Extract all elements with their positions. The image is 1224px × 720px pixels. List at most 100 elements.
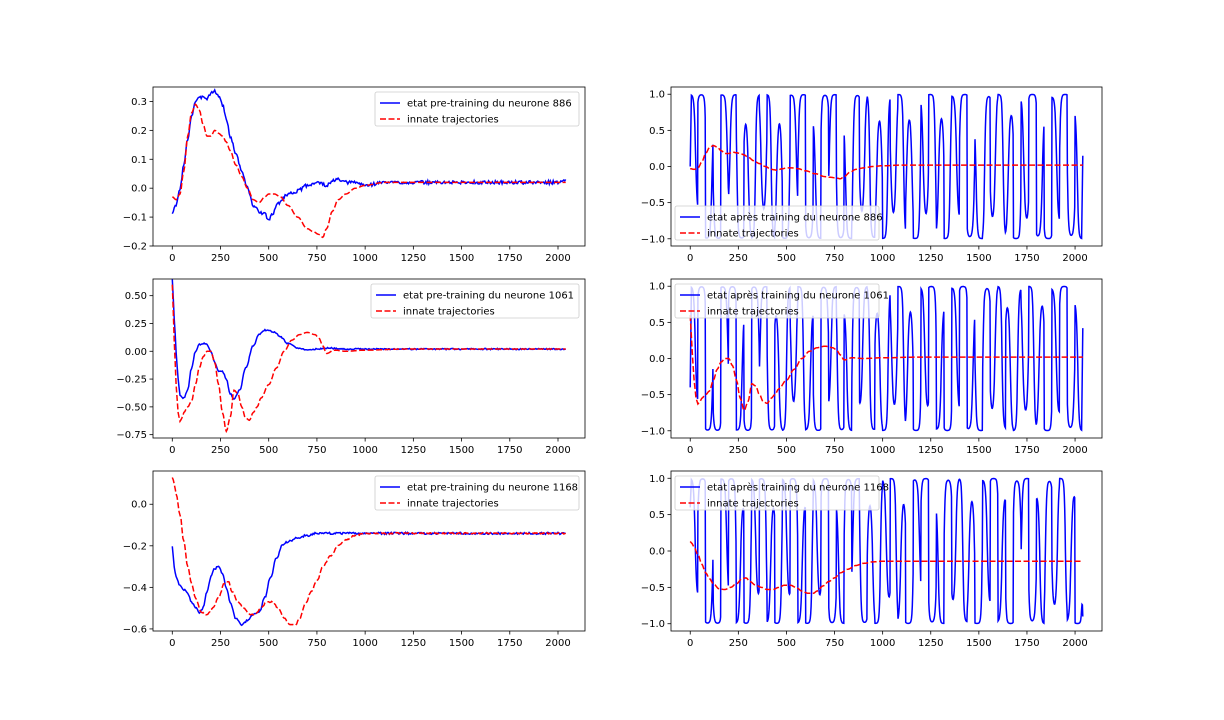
y-tick-label: −0.75 xyxy=(116,430,147,441)
x-tick-label: 0 xyxy=(687,638,693,649)
y-tick-label: 0.0 xyxy=(131,184,147,195)
x-tick-label: 1750 xyxy=(497,253,522,264)
axes-frame xyxy=(152,470,586,632)
x-tick-label: 500 xyxy=(777,253,796,264)
x-tick-label: 1250 xyxy=(401,253,426,264)
x-tick-label: 1000 xyxy=(352,638,377,649)
x-tick-label: 1750 xyxy=(1014,253,1039,264)
x-tick-label: 1250 xyxy=(918,253,943,264)
x-tick-label: 750 xyxy=(825,445,844,456)
y-tick-label: 0.1 xyxy=(131,155,147,166)
series-line-neuron-state xyxy=(689,477,1084,625)
series-line-innate-trajectories xyxy=(689,540,1083,594)
x-tick-label: 1500 xyxy=(966,445,991,456)
x-tick-label: 0 xyxy=(169,445,175,456)
x-tick-label: 500 xyxy=(259,253,278,264)
x-tick-label: 250 xyxy=(211,638,230,649)
x-tick-label: 0 xyxy=(169,253,175,264)
y-tick-label: −0.5 xyxy=(641,390,665,401)
y-tick-label: 0.5 xyxy=(649,126,665,137)
legend-label: innate trajectories xyxy=(707,307,799,318)
legend-label: innate trajectories xyxy=(407,115,499,126)
y-tick-label: −0.2 xyxy=(123,242,147,253)
legend-box xyxy=(374,91,580,127)
y-tick-label: 0.25 xyxy=(125,319,147,330)
x-tick-label: 1500 xyxy=(966,638,991,649)
y-tick-label: −0.6 xyxy=(123,624,147,635)
x-tick-label: 1750 xyxy=(1014,445,1039,456)
x-tick-label: 1500 xyxy=(966,253,991,264)
x-tick-label: 1500 xyxy=(449,445,474,456)
x-tick-label: 0 xyxy=(687,253,693,264)
series-line-innate-trajectories xyxy=(689,315,1083,412)
x-tick-label: 250 xyxy=(211,445,230,456)
x-tick-label: 500 xyxy=(259,445,278,456)
y-tick-label: −0.5 xyxy=(641,198,665,209)
subplot-4: 0 250 500 750 1000 1250 1500 1750 2000 −1.0 −0.5 0.… xyxy=(641,86,1103,264)
legend-label: innate trajectories xyxy=(707,499,799,510)
x-tick-label: 750 xyxy=(825,253,844,264)
legend-label: innate trajectories xyxy=(403,307,495,318)
subplot-2: 0 250 500 750 1000 1250 1500 1750 2000 −0.75 −0.50… xyxy=(116,278,586,456)
y-tick-label: 0.3 xyxy=(131,97,147,108)
x-tick-label: 2000 xyxy=(1062,253,1087,264)
y-tick-label: 0.50 xyxy=(125,291,147,302)
axes-frame xyxy=(152,86,586,247)
legend: etat pre-training du neurone 886 innate t… xyxy=(374,91,580,127)
legend-label: etat après training du neurone 1168 xyxy=(707,482,889,494)
legend-label: etat après training du neurone 1061 xyxy=(707,290,889,302)
y-tick-label: 0.0 xyxy=(649,162,665,173)
legend-label: etat pre-training du neurone 886 xyxy=(407,99,572,110)
y-tick-label: −0.25 xyxy=(116,375,147,386)
x-tick-label: 1750 xyxy=(1014,638,1039,649)
x-tick-label: 1000 xyxy=(352,253,377,264)
y-tick-label: −0.1 xyxy=(123,213,147,224)
legend-label: innate trajectories xyxy=(407,499,499,510)
axes-frame xyxy=(152,278,586,439)
x-tick-label: 2000 xyxy=(545,253,570,264)
x-tick-label: 1000 xyxy=(352,445,377,456)
legend: etat pre-training du neurone 1168 innate … xyxy=(374,475,580,511)
x-tick-label: 0 xyxy=(169,638,175,649)
y-tick-label: 0.0 xyxy=(649,547,665,558)
y-tick-label: −0.5 xyxy=(641,583,665,594)
x-tick-label: 1250 xyxy=(401,445,426,456)
x-tick-label: 250 xyxy=(729,445,748,456)
y-tick-label: 0.0 xyxy=(131,500,147,511)
x-tick-label: 1000 xyxy=(870,638,895,649)
series-line-neuron-state xyxy=(689,93,1084,240)
y-tick-label: −0.50 xyxy=(116,402,147,413)
legend-box xyxy=(374,475,580,511)
y-tick-label: 0.5 xyxy=(649,318,665,329)
legend: etat après training du neurone 1168 innat… xyxy=(674,475,889,511)
subplot-3: 0 250 500 750 1000 1250 1500 1750 2000 −0.6 −0.4 −0… xyxy=(123,470,586,649)
series-line-innate-trajectories xyxy=(172,103,566,239)
x-tick-label: 500 xyxy=(777,638,796,649)
y-tick-label: 1.0 xyxy=(649,282,665,293)
x-tick-label: 2000 xyxy=(1062,445,1087,456)
y-tick-label: 1.0 xyxy=(649,474,665,485)
legend-box xyxy=(674,283,880,319)
x-tick-label: 250 xyxy=(729,253,748,264)
y-tick-label: 0.2 xyxy=(131,126,147,137)
legend-box xyxy=(674,475,880,511)
y-tick-label: 0.0 xyxy=(649,354,665,365)
series-line-innate-trajectories xyxy=(690,144,1083,180)
y-tick-label: 1.0 xyxy=(649,90,665,101)
legend-label: etat pre-training du neurone 1168 xyxy=(407,483,578,494)
series-line-innate-trajectories xyxy=(171,477,566,626)
x-tick-label: 750 xyxy=(307,638,326,649)
x-tick-label: 1500 xyxy=(449,253,474,264)
series-line-innate-trajectories xyxy=(171,284,566,434)
y-tick-label: 0.00 xyxy=(125,347,147,358)
x-tick-label: 500 xyxy=(777,445,796,456)
x-tick-label: 2000 xyxy=(1062,638,1087,649)
x-tick-label: 500 xyxy=(259,638,278,649)
x-tick-label: 2000 xyxy=(545,445,570,456)
legend-label: etat pre-training du neurone 1061 xyxy=(403,291,574,302)
y-tick-label: −1.0 xyxy=(641,426,665,437)
legend-label: innate trajectories xyxy=(707,229,799,240)
legend: etat après training du neurone 886 innate… xyxy=(674,205,883,241)
